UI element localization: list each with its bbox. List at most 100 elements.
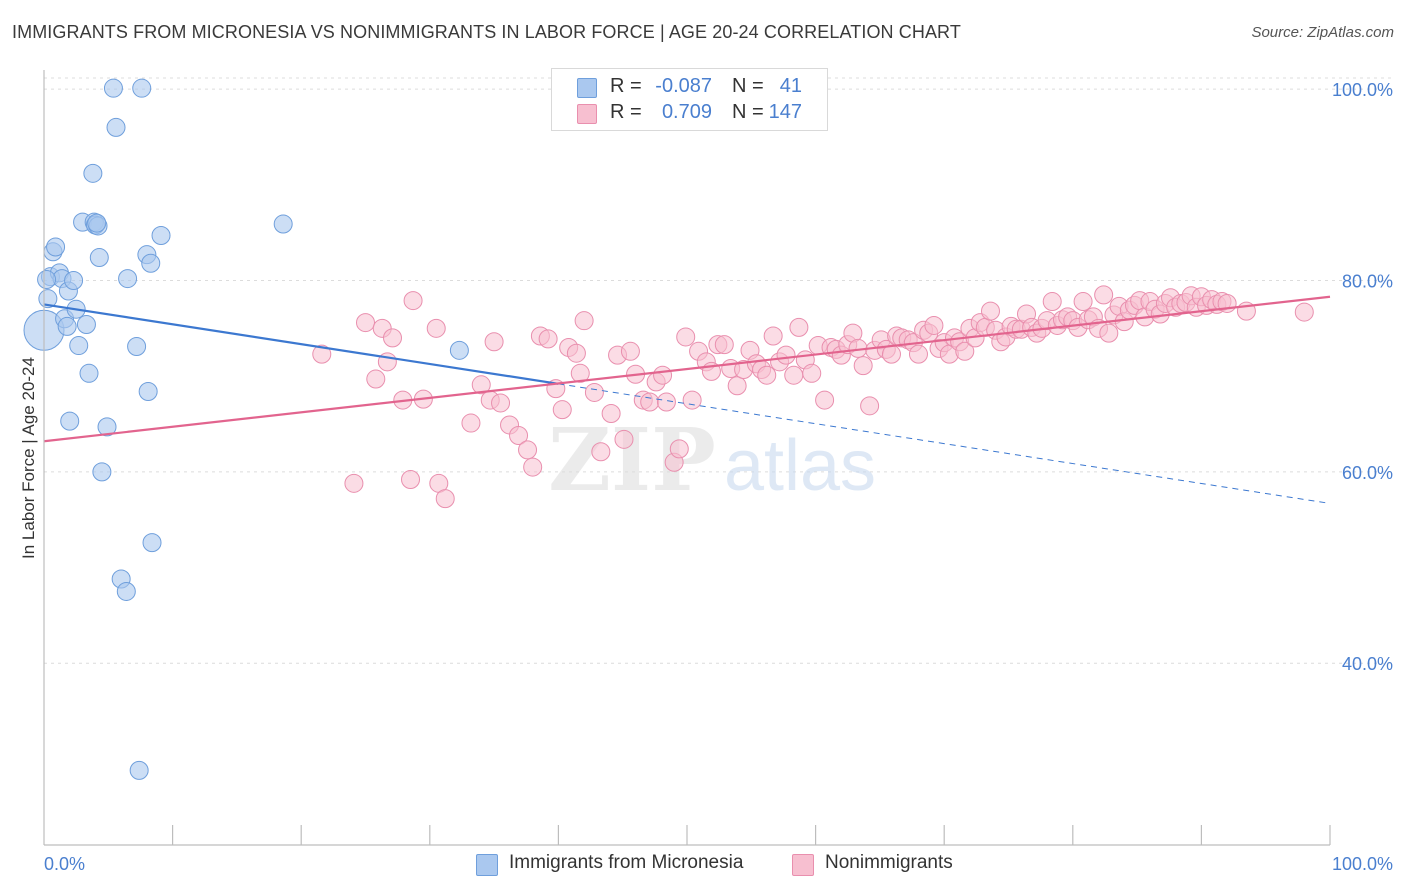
nonimmigrants-point — [640, 392, 660, 412]
nonimmigrants-point — [757, 365, 777, 385]
nonimmigrants-point — [1099, 323, 1119, 343]
nonimmigrants-point — [860, 396, 880, 416]
nonimmigrants-point — [461, 413, 481, 433]
legend: R = -0.087 N = 41 R = 0.709 N = 147 — [551, 68, 828, 131]
y-tick-label: 80.0% — [1342, 271, 1393, 291]
micronesia-point — [129, 760, 149, 780]
tick-labels: 40.0% 60.0% 80.0% 100.0% 0.0% 100.0% In Labor … — [19, 80, 1393, 874]
legend-r-value: -0.087 — [655, 75, 712, 97]
axes — [43, 70, 1331, 846]
micronesia-point — [142, 533, 162, 553]
watermark-zip: ZIP — [548, 410, 716, 511]
nonimmigrants-point — [1042, 292, 1062, 312]
micronesia-point — [118, 269, 138, 289]
legend-r-label: R = — [610, 101, 642, 123]
source-credit: Source: ZipAtlas.com — [1251, 24, 1394, 41]
nonimmigrants-point — [356, 313, 375, 333]
micronesia-point — [89, 248, 109, 268]
nonimmigrants-point — [784, 365, 804, 385]
nonimmigrants-trend-line — [43, 295, 1331, 443]
micronesia-point — [79, 363, 99, 383]
micronesia-point — [83, 163, 103, 183]
trend-lines — [43, 295, 1331, 504]
nonimmigrants-point — [574, 311, 594, 331]
nonimmigrants-point — [484, 332, 504, 352]
nonimmigrants-point — [570, 363, 590, 383]
nonimmigrants-point — [776, 345, 796, 365]
bottom-legend-label: Nonimmigrants — [825, 852, 953, 873]
y-tick-label: 100.0% — [1332, 80, 1393, 100]
micronesia-point — [97, 417, 117, 437]
micronesia-point — [273, 214, 293, 234]
nonimmigrants-point — [1094, 285, 1114, 305]
nonimmigrants-point — [802, 363, 822, 383]
chart-title: IMMIGRANTS FROM MICRONESIA VS NONIMMIGRA… — [12, 22, 961, 42]
nonimmigrants-point — [383, 328, 403, 348]
nonimmigrants-point — [789, 317, 809, 337]
nonimmigrants-point — [591, 442, 611, 462]
micronesia-point — [141, 253, 161, 273]
micronesia-point — [151, 226, 171, 246]
nonimmigrants-point — [955, 341, 975, 361]
watermark-atlas: atlas — [724, 426, 876, 506]
micronesia-point — [38, 289, 58, 309]
nonimmigrants-point — [435, 489, 455, 509]
micronesia-point — [138, 381, 158, 401]
nonimmigrants-point — [653, 365, 673, 385]
nonimmigrants-point — [366, 369, 386, 389]
micronesia-point — [60, 411, 80, 431]
x-tick-label-start: 0.0% — [44, 854, 85, 874]
nonimmigrants-point — [1073, 292, 1093, 312]
nonimmigrants-point — [523, 457, 543, 477]
nonimmigrants-point — [426, 318, 446, 338]
nonimmigrants-point — [601, 403, 621, 423]
nonimmigrants-point — [669, 439, 689, 459]
micronesia-point — [76, 315, 96, 335]
y-axis-title: In Labor Force | Age 20-24 — [19, 357, 38, 559]
micronesia-point — [116, 581, 136, 601]
micronesia-point — [92, 462, 112, 482]
nonimmigrants-point — [1294, 302, 1314, 322]
legend-n-label: N = — [732, 75, 764, 97]
bottom-legend-swatch-blue — [476, 854, 498, 876]
x-tick-label-end: 100.0% — [1332, 854, 1393, 874]
micronesia-point — [132, 78, 152, 98]
nonimmigrants-point — [584, 382, 604, 402]
y-tick-label: 40.0% — [1342, 654, 1393, 674]
micronesia-trend-line — [43, 303, 559, 385]
nonimmigrants-point — [727, 376, 747, 396]
nonimmigrants-point — [471, 375, 491, 395]
legend-r-value: 0.709 — [661, 101, 712, 123]
nonimmigrants-point — [312, 344, 332, 364]
bottom-legend-swatch-pink — [792, 854, 814, 876]
legend-r-label: R = — [610, 75, 642, 97]
nonimmigrants-point — [344, 473, 364, 493]
nonimmigrants-point — [538, 329, 558, 349]
micronesia-point — [103, 78, 123, 98]
nonimmigrants-point — [518, 440, 538, 460]
nonimmigrants-point — [491, 393, 511, 413]
legend-swatch-pink — [577, 104, 597, 124]
nonimmigrants-point — [552, 400, 572, 420]
legend-n-label: N = — [732, 101, 764, 123]
nonimmigrants-point — [566, 343, 586, 363]
micronesia-trend-extension — [558, 383, 1331, 504]
micronesia-point — [127, 337, 147, 357]
micronesia-point — [69, 336, 89, 356]
legend-n-value: 41 — [779, 75, 802, 97]
micronesia-point — [449, 340, 469, 360]
nonimmigrants-point — [509, 425, 529, 445]
micronesia-point — [46, 237, 66, 257]
micronesia-point — [106, 117, 126, 137]
nonimmigrants-point — [714, 335, 734, 355]
nonimmigrants-point — [763, 326, 783, 346]
nonimmigrants-point — [853, 356, 873, 376]
bottom-legend-label: Immigrants from Micronesia — [509, 852, 744, 873]
nonimmigrants-point — [656, 392, 676, 412]
micronesia-point — [57, 316, 77, 336]
nonimmigrants-point — [614, 429, 634, 449]
legend-n-value: 147 — [768, 101, 802, 123]
nonimmigrants-point — [908, 344, 928, 364]
nonimmigrants-point — [620, 341, 640, 361]
nonimmigrants-point — [924, 315, 944, 335]
